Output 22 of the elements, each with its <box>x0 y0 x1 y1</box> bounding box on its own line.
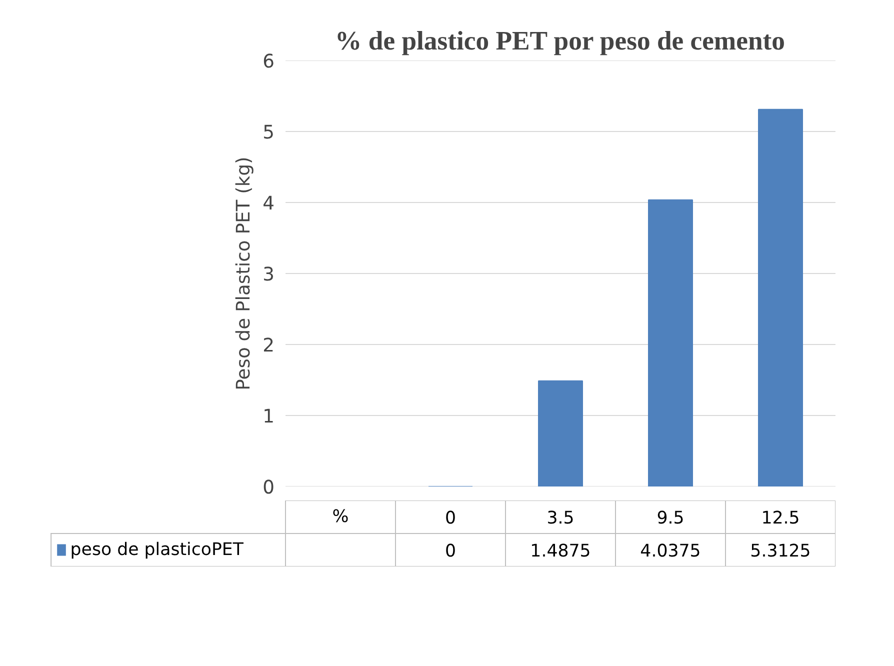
x-tick-label: 12.5 <box>761 508 800 528</box>
y-tick-label: 2 <box>262 336 275 356</box>
y-tick-label: 0 <box>262 478 275 498</box>
y-tick-label: 5 <box>262 122 275 144</box>
x-tick-label: 9.5 <box>656 508 684 528</box>
chart-title: % de plastico PET por peso de cemento <box>335 26 785 56</box>
bar <box>538 380 583 486</box>
y-tick-label: 4 <box>262 194 275 214</box>
y-tick-label: 3 <box>262 264 275 286</box>
bar <box>648 199 693 486</box>
x-tick-label: 3.5 <box>546 508 574 528</box>
y-axis-title: Peso de Plastico PET (kg) <box>234 156 255 390</box>
data-label: 4.0375 <box>640 542 701 562</box>
data-label: 1.4875 <box>530 542 591 562</box>
legend-label: peso de plasticoPET <box>70 540 244 560</box>
bar <box>758 108 803 486</box>
y-tick-label: 1 <box>262 406 275 428</box>
data-label: 0 <box>444 542 456 562</box>
y-tick-label: 6 <box>262 52 275 72</box>
x-tick-label: 0 <box>444 508 456 528</box>
data-label: 5.3125 <box>750 542 811 562</box>
x-tick-label: % <box>332 507 349 527</box>
